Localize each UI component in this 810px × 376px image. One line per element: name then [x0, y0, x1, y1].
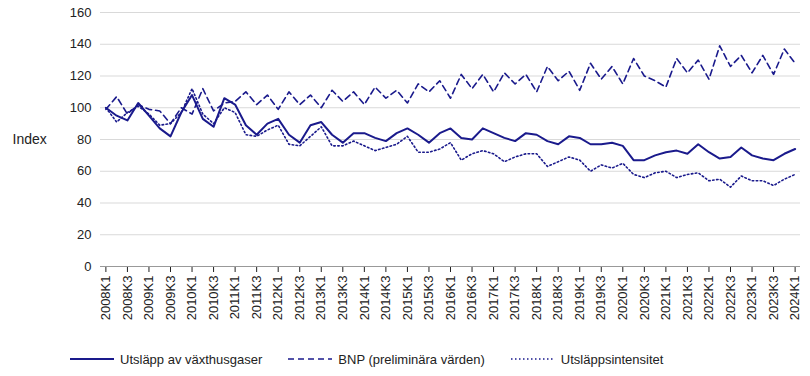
svg-text:2014K1: 2014K1	[357, 276, 372, 321]
svg-text:160: 160	[70, 5, 92, 20]
svg-text:2021K1: 2021K1	[658, 276, 673, 321]
svg-text:120: 120	[70, 68, 92, 83]
svg-text:2009K1: 2009K1	[141, 276, 156, 321]
svg-text:2015K3: 2015K3	[421, 276, 436, 321]
svg-text:2017K3: 2017K3	[507, 276, 522, 321]
svg-text:2012K1: 2012K1	[270, 276, 285, 321]
svg-text:2019K3: 2019K3	[593, 276, 608, 321]
svg-text:80: 80	[77, 132, 91, 147]
svg-text:2021K3: 2021K3	[680, 276, 695, 321]
svg-text:40: 40	[77, 195, 91, 210]
svg-text:2013K3: 2013K3	[335, 276, 350, 321]
svg-text:2011K3: 2011K3	[249, 276, 264, 320]
svg-text:2015K1: 2015K1	[400, 276, 415, 321]
svg-text:2010K3: 2010K3	[206, 276, 221, 321]
html-text:Utsläpp av växthusgaser: Utsläpp av växthusgaser	[120, 351, 263, 367]
svg-text:2019K1: 2019K1	[572, 276, 587, 321]
svg-text:140: 140	[70, 36, 92, 51]
svg-text:2022K1: 2022K1	[701, 276, 716, 321]
svg-text:2013K1: 2013K1	[313, 276, 328, 321]
svg-text:2016K1: 2016K1	[443, 276, 458, 321]
svg-text:2023K1: 2023K1	[744, 276, 759, 321]
svg-text:2014K3: 2014K3	[378, 276, 393, 321]
svg-text:60: 60	[77, 163, 91, 178]
svg-text:2023K3: 2023K3	[766, 276, 781, 321]
svg-text:2024K1: 2024K1	[787, 276, 802, 321]
svg-text:2012K3: 2012K3	[292, 276, 307, 321]
svg-text:2016K3: 2016K3	[464, 276, 479, 321]
svg-text:2020K3: 2020K3	[637, 276, 652, 321]
svg-text:20: 20	[77, 227, 91, 242]
svg-text:0: 0	[84, 259, 91, 274]
svg-text:100: 100	[70, 100, 92, 115]
svg-text:2008K1: 2008K1	[98, 276, 113, 321]
svg-text:2018K1: 2018K1	[529, 276, 544, 321]
svg-text:2017K1: 2017K1	[486, 276, 501, 321]
svg-text:2022K3: 2022K3	[723, 276, 738, 321]
html-text:Utsläppsintensitet: Utsläppsintensitet	[560, 351, 664, 367]
svg-text:Index: Index	[13, 131, 47, 147]
svg-text:2010K1: 2010K1	[184, 276, 199, 321]
svg-text:2018K3: 2018K3	[550, 276, 565, 321]
svg-text:2011K1: 2011K1	[227, 276, 242, 320]
svg-text:2008K3: 2008K3	[120, 276, 135, 321]
svg-text:2009K3: 2009K3	[163, 276, 178, 321]
svg-text:2020K1: 2020K1	[615, 276, 630, 321]
html-text:BNP (preliminära värden): BNP (preliminära värden)	[338, 351, 485, 367]
